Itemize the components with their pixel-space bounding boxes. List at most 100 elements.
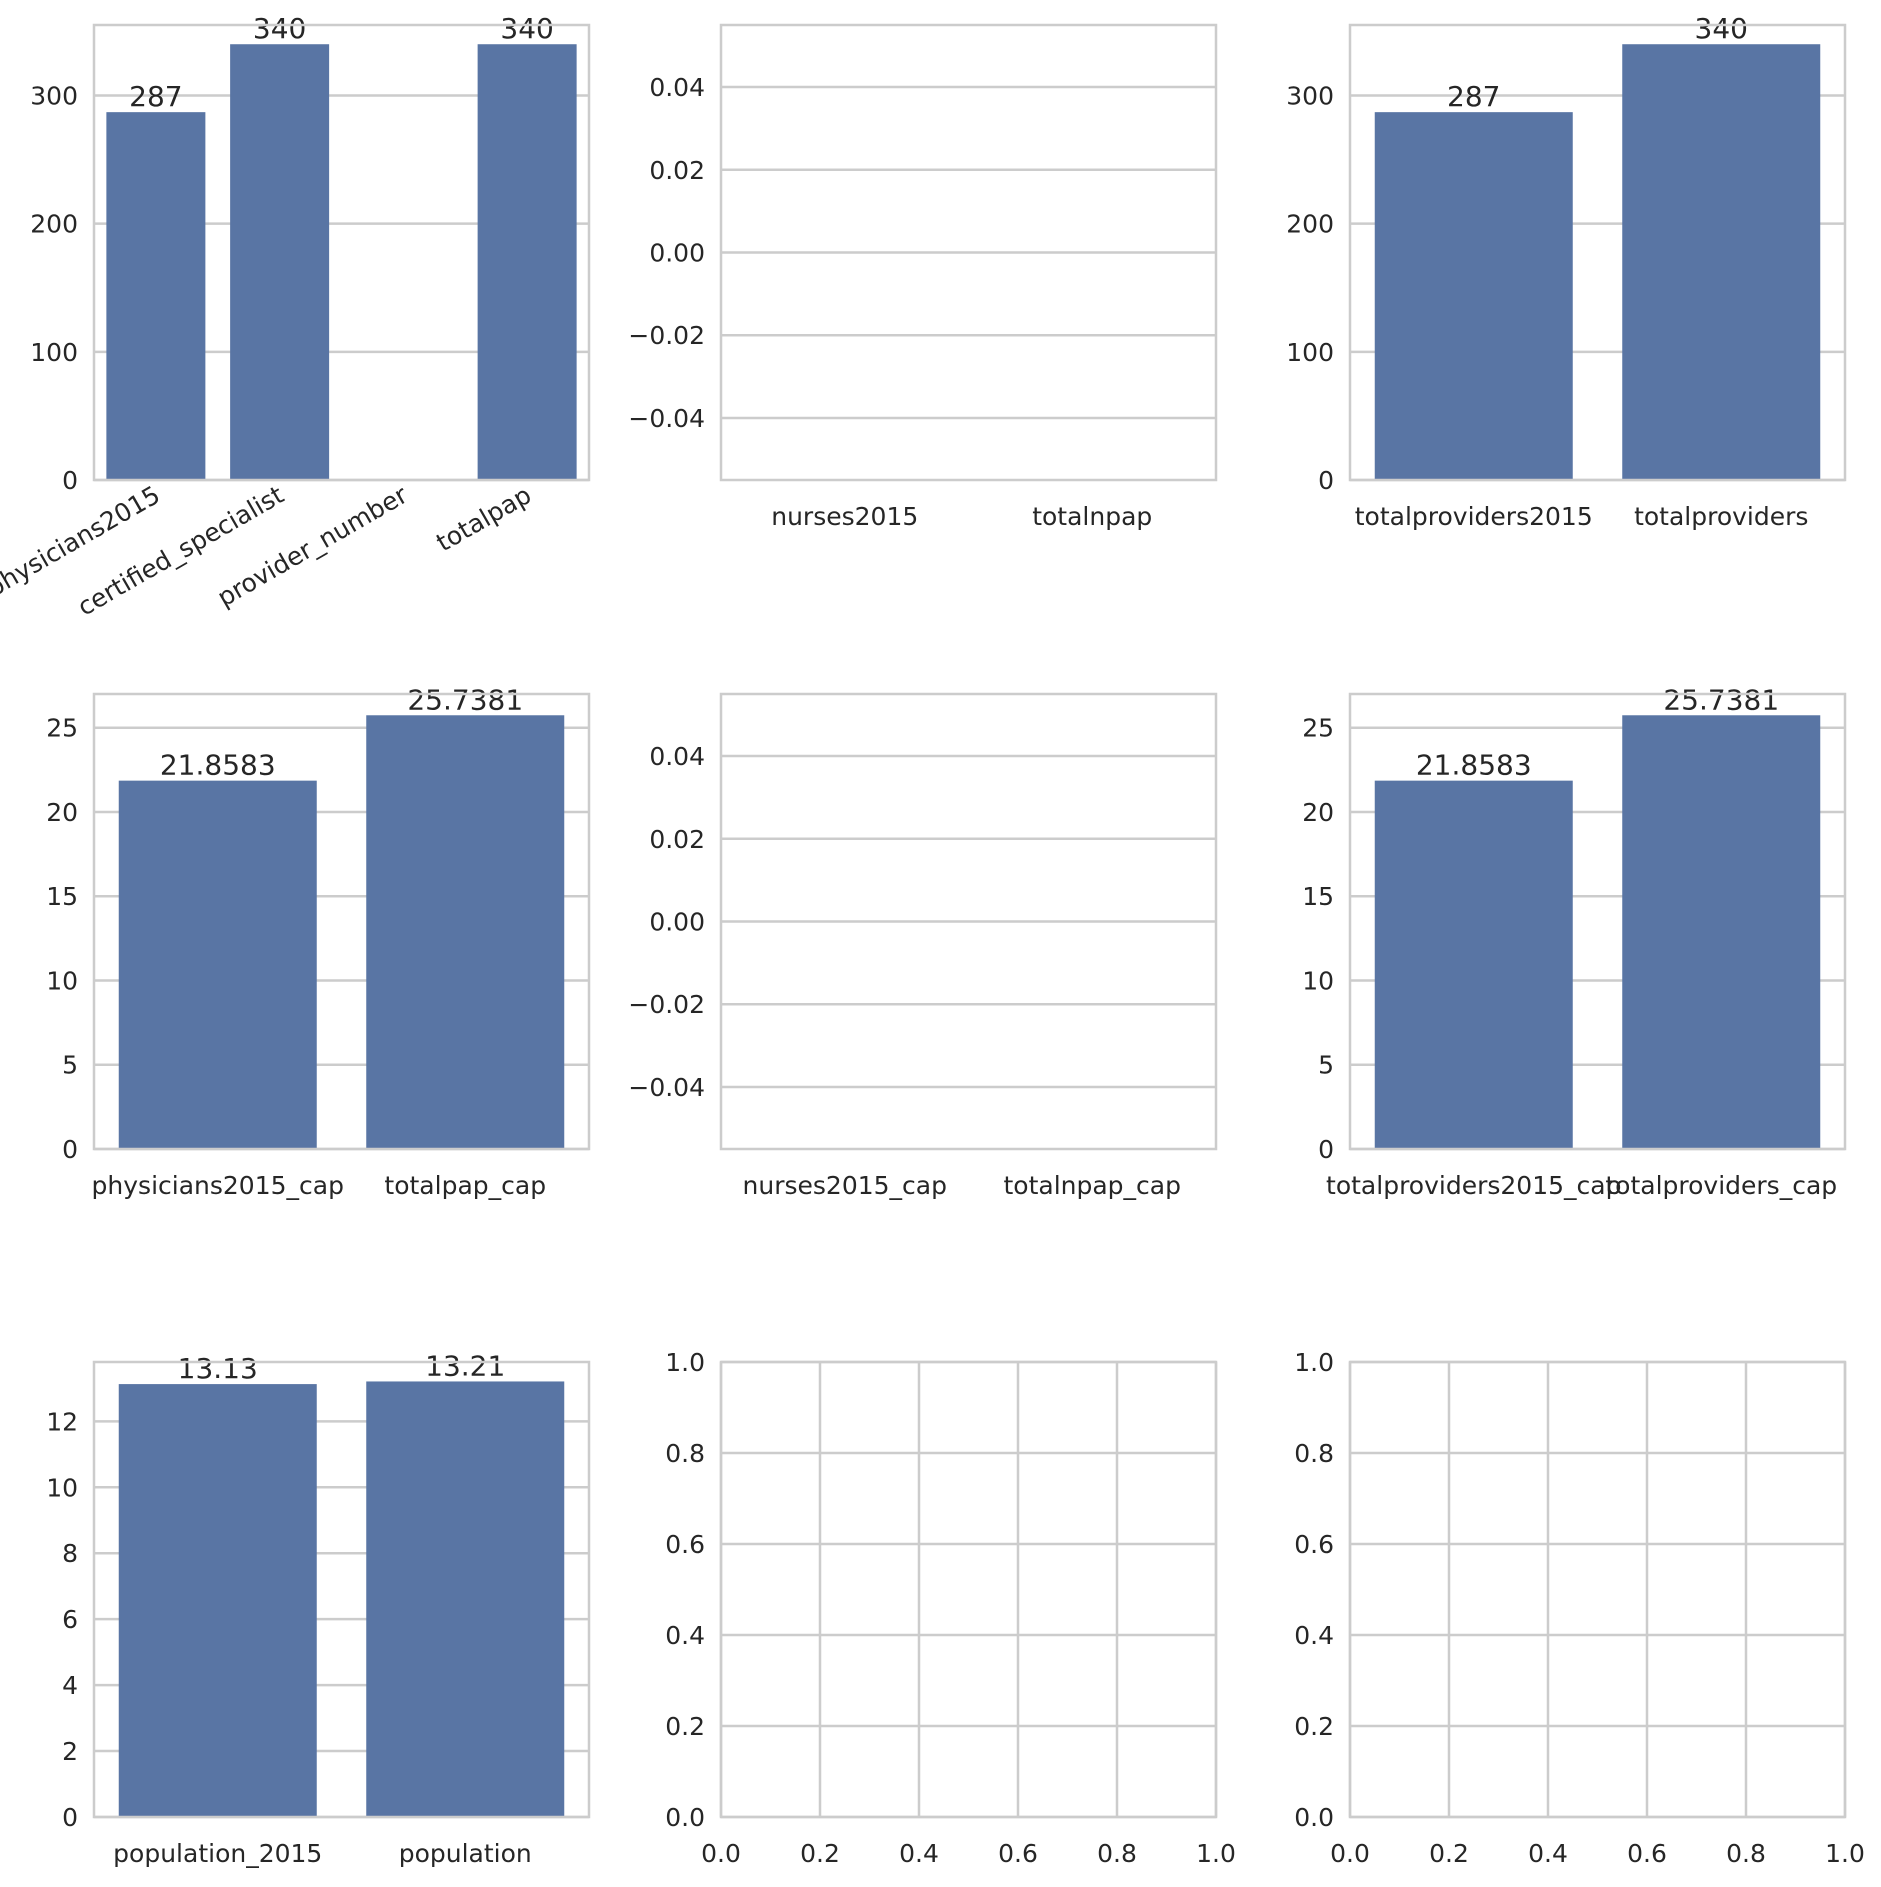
subplot-9: 0.0 0.2 0.4 0.6 0.8 1.0 0.0 0.2 0.4 0.6 0.8 1.0 (1294, 1348, 1865, 1868)
bar (477, 44, 577, 481)
y-tick-label: 0.6 (1294, 1530, 1334, 1559)
y-tick-label: 0.00 (649, 908, 705, 937)
x-tick-label: 0.4 (899, 1839, 939, 1868)
subplot-3: 0 100 200 300 287 totalproviders2015 340 totalp… (1286, 12, 1847, 531)
bar-value-label: 21.8583 (1416, 749, 1532, 782)
x-tick-label: totalproviders (1634, 502, 1808, 531)
y-tick-label: 25 (1302, 714, 1334, 743)
y-tick-label: 5 (62, 1051, 78, 1080)
y-tick-label: −0.02 (628, 321, 705, 350)
x-tick-label: 1.0 (1196, 1839, 1236, 1868)
bar (106, 112, 206, 480)
y-tick-label: 0.02 (649, 156, 705, 185)
x-tick-label: 0.2 (1429, 1839, 1469, 1868)
y-tick-label: 0.0 (665, 1803, 705, 1832)
x-tick-label: totalnpap (1032, 502, 1152, 531)
y-tick-label: 0.04 (649, 742, 705, 771)
x-tick-label: nurses2015 (771, 502, 918, 531)
bar (1374, 780, 1573, 1149)
bar-value-label: 13.21 (425, 1349, 505, 1382)
subplot-6: 0 5 10 15 20 25 21.8583 totalproviders2015_cap 2… (1302, 683, 1847, 1200)
y-tick-label: 0 (62, 1803, 78, 1832)
bar (1622, 715, 1821, 1149)
bar (366, 1381, 565, 1817)
y-tick-label: 10 (1302, 966, 1334, 995)
y-tick-label: −0.02 (628, 990, 705, 1019)
subplot-5: −0.04 −0.02 0.00 0.02 0.04 nurses2015_cap tota… (628, 692, 1218, 1200)
y-tick-label: 300 (30, 81, 78, 110)
bar-value-label: 287 (129, 80, 182, 113)
bar-value-label: 340 (500, 12, 553, 45)
x-tick-label: 0.8 (1097, 1839, 1137, 1868)
x-tick-label: 0.2 (800, 1839, 840, 1868)
bar-value-label: 340 (253, 12, 306, 45)
y-tick-label: 0.8 (665, 1439, 705, 1468)
y-tick-label: 0.2 (665, 1712, 705, 1741)
x-tick-label: 0.8 (1726, 1839, 1766, 1868)
axes-frame (719, 1360, 1218, 1819)
bar-value-label: 21.8583 (160, 749, 276, 782)
bar (118, 1384, 317, 1817)
bar-value-label: 25.7381 (407, 683, 523, 716)
y-tick-label: 0 (1318, 1135, 1334, 1164)
y-tick-label: 15 (46, 882, 78, 911)
y-tick-label: 100 (1286, 338, 1334, 367)
x-tick-label: population (399, 1839, 532, 1868)
bar (118, 780, 317, 1149)
y-tick-label: 12 (46, 1407, 78, 1436)
x-tick-label: totalpap_cap (384, 1171, 546, 1200)
bar-value-label: 340 (1695, 12, 1748, 45)
axes-frame (719, 692, 1218, 1151)
y-tick-label: 0.00 (649, 239, 705, 268)
y-tick-label: 0 (62, 1135, 78, 1164)
subplot-2: −0.04 −0.02 0.00 0.02 0.04 nurses2015 totalnpa… (628, 23, 1218, 531)
axes-frame (92, 23, 591, 482)
y-tick-label: 8 (62, 1539, 78, 1568)
axes-frame (92, 1360, 591, 1819)
y-tick-label: 0.04 (649, 73, 705, 102)
x-tick-label: totalpap (431, 480, 536, 557)
subplot-8: 0.0 0.2 0.4 0.6 0.8 1.0 0.0 0.2 0.4 0.6 0.8 1.0 (665, 1348, 1236, 1868)
y-tick-label: 0 (62, 466, 78, 495)
y-tick-label: 0.0 (1294, 1803, 1334, 1832)
y-tick-label: 100 (30, 338, 78, 367)
bar-value-label: 25.7381 (1663, 683, 1779, 716)
y-tick-label: 1.0 (1294, 1348, 1334, 1377)
y-tick-label: 0.2 (1294, 1712, 1334, 1741)
x-tick-label: totalproviders2015_cap (1326, 1171, 1621, 1200)
y-tick-label: 25 (46, 714, 78, 743)
y-tick-label: −0.04 (628, 404, 705, 433)
x-tick-label: nurses2015_cap (743, 1171, 947, 1200)
y-tick-label: 15 (1302, 882, 1334, 911)
bar (1622, 44, 1821, 481)
y-tick-label: 0.6 (665, 1530, 705, 1559)
y-tick-label: 0.4 (1294, 1621, 1334, 1650)
y-tick-label: 10 (46, 966, 78, 995)
y-tick-label: −0.04 (628, 1073, 705, 1102)
y-tick-label: 200 (1286, 210, 1334, 239)
axes-frame (1348, 692, 1847, 1151)
axes-frame (1348, 23, 1847, 482)
y-tick-label: 20 (1302, 798, 1334, 827)
y-tick-label: 10 (46, 1473, 78, 1502)
y-tick-label: 200 (30, 210, 78, 239)
bar (230, 44, 330, 481)
y-tick-label: 300 (1286, 81, 1334, 110)
axes-frame (1348, 1360, 1847, 1819)
x-tick-label: 0.4 (1528, 1839, 1568, 1868)
y-tick-label: 1.0 (665, 1348, 705, 1377)
x-tick-label: 1.0 (1825, 1839, 1865, 1868)
y-tick-label: 0 (1318, 466, 1334, 495)
x-tick-label: totalproviders_cap (1605, 1171, 1837, 1200)
x-tick-label: totalproviders2015 (1355, 502, 1593, 531)
y-tick-label: 0.8 (1294, 1439, 1334, 1468)
y-tick-label: 6 (62, 1605, 78, 1634)
y-tick-label: 20 (46, 798, 78, 827)
y-tick-label: 4 (62, 1671, 78, 1700)
x-tick-label: 0.0 (1330, 1839, 1370, 1868)
bar-value-label: 287 (1447, 80, 1500, 113)
axes-frame (92, 692, 591, 1151)
y-tick-label: 5 (1318, 1051, 1334, 1080)
